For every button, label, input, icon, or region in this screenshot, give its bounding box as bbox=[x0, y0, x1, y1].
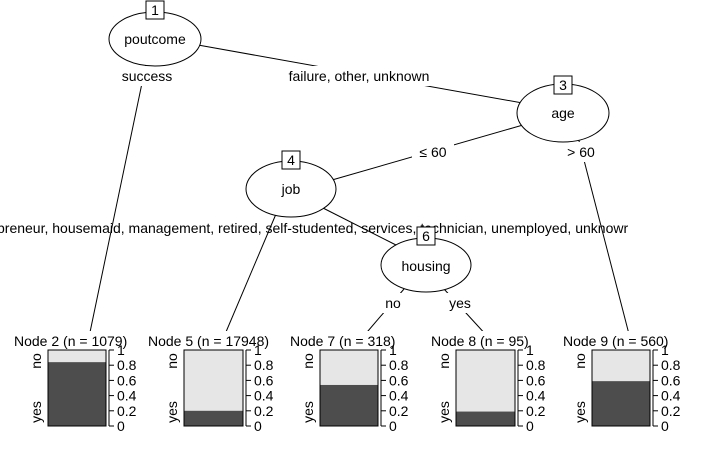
leaf-bar-frame bbox=[183, 349, 244, 427]
leaf-axis-tick-label: 0.2 bbox=[389, 403, 409, 419]
leaf-y-axis: 00.20.40.60.81 bbox=[652, 342, 681, 434]
edge-n4-leaf5 bbox=[222, 213, 277, 340]
leaf-axis-tick-label: 0.8 bbox=[661, 357, 681, 373]
leaf-title: Node 2 (n = 1079) bbox=[14, 333, 127, 349]
edge-label-housing-yes: yes bbox=[449, 295, 471, 311]
edge-label-housing-no: no bbox=[385, 295, 401, 311]
leaf-bar-yes bbox=[456, 411, 515, 426]
leaf-axis-tick-label: 1 bbox=[117, 342, 125, 358]
leaf-axis-tick-label: 0.8 bbox=[254, 357, 274, 373]
leaf-axis-tick-label: 0 bbox=[661, 418, 669, 434]
leaf-axis-tick-label: 1 bbox=[254, 342, 262, 358]
node-3: 3 age bbox=[516, 75, 610, 143]
leaf-node-8: Node 8 (n = 95) no yes 00.20.40.60.81 bbox=[431, 331, 546, 434]
node-4-label: job bbox=[281, 181, 301, 197]
node-1-label: poutcome bbox=[124, 31, 186, 47]
leaf-axis-tick-label: 0.6 bbox=[254, 372, 274, 388]
leaf-bar-yes bbox=[320, 384, 378, 426]
leaf-cat-no: no bbox=[572, 353, 588, 369]
node-1: 1 poutcome bbox=[108, 0, 202, 67]
node-4: 4 job bbox=[245, 150, 337, 218]
leaf-axis-tick-label: 0.8 bbox=[117, 357, 137, 373]
leaf-bar-frame bbox=[47, 349, 107, 427]
leaf-cat-no: no bbox=[28, 353, 44, 369]
node-1-id: 1 bbox=[151, 2, 159, 18]
leaf-axis-tick-label: 0.4 bbox=[389, 388, 409, 404]
leaf-axis-tick-label: 1 bbox=[389, 342, 397, 358]
leaf-axis-tick-label: 0.4 bbox=[117, 388, 137, 404]
leaf-axis-tick-label: 0.6 bbox=[117, 372, 137, 388]
leaf-axis-tick-label: 0.4 bbox=[661, 388, 681, 404]
leaf-node-2: Node 2 (n = 1079) no yes 00.20.40.60.81 bbox=[14, 331, 144, 434]
leaf-node-7: Node 7 (n = 318) no yes 00.20.40.60.81 bbox=[290, 331, 410, 434]
leaf-axis-tick-label: 0.2 bbox=[117, 403, 137, 419]
leaf-title: Node 9 (n = 560) bbox=[563, 333, 668, 349]
leaf-axis-tick-label: 0.2 bbox=[254, 403, 274, 419]
edge-labels: success failure, other, unknown ≤ 60 > 6… bbox=[114, 66, 602, 313]
leaf-axis-tick-label: 0 bbox=[117, 418, 125, 434]
leaf-cat-yes: yes bbox=[572, 401, 588, 423]
leaf-axis-tick-label: 0.2 bbox=[661, 403, 681, 419]
edge-label-failure-other-unknown: failure, other, unknown bbox=[289, 68, 430, 84]
leaf-axis-tick-label: 0.6 bbox=[526, 372, 546, 388]
leaf-title: Node 5 (n = 17948) bbox=[148, 333, 269, 349]
leaf-axis-tick-label: 1 bbox=[526, 342, 534, 358]
leaf-bar-frame bbox=[591, 349, 651, 427]
leaf-bar-yes bbox=[592, 381, 650, 426]
leaf-cat-no: no bbox=[300, 353, 316, 369]
leaf-y-axis: 00.20.40.60.81 bbox=[517, 342, 546, 434]
leaf-title: Node 8 (n = 95) bbox=[431, 333, 529, 349]
leaf-bar-frame bbox=[319, 349, 379, 427]
leaf-axis-tick-label: 0.4 bbox=[526, 388, 546, 404]
leaf-axis-tick-label: 0 bbox=[254, 418, 262, 434]
edge-n4-n6 bbox=[322, 207, 399, 247]
leaf-node-5: Node 5 (n = 17948) no yes 00.20.40.60.81 bbox=[148, 331, 282, 434]
leaf-axis-tick-label: 1 bbox=[661, 342, 669, 358]
edge-label-job-split: preneur, housemaid, management, retired,… bbox=[0, 220, 628, 236]
leaf-cat-no: no bbox=[164, 353, 180, 369]
leaf-cat-no: no bbox=[436, 353, 452, 369]
leaf-axis-tick-label: 0.8 bbox=[389, 357, 409, 373]
edge-n1-leaf2 bbox=[88, 63, 147, 338]
edge-label-success: success bbox=[122, 68, 173, 84]
node-6-id: 6 bbox=[422, 228, 430, 244]
node-6-label: housing bbox=[401, 258, 450, 274]
edge-label-age-le-60: ≤ 60 bbox=[419, 144, 446, 160]
node-3-label: age bbox=[551, 105, 575, 121]
leaf-axis-tick-label: 0.2 bbox=[526, 403, 546, 419]
leaf-axis-tick-label: 0 bbox=[389, 418, 397, 434]
leaf-y-axis: 00.20.40.60.81 bbox=[245, 342, 274, 434]
node-3-id: 3 bbox=[559, 77, 567, 93]
leaf-axis-tick-label: 0.6 bbox=[661, 372, 681, 388]
leaf-title: Node 7 (n = 318) bbox=[290, 333, 395, 349]
leaf-y-axis: 00.20.40.60.81 bbox=[108, 342, 137, 434]
leaf-axis-tick-label: 0 bbox=[526, 418, 534, 434]
node-4-id: 4 bbox=[287, 152, 295, 168]
leaf-node-9: Node 9 (n = 560) no yes 00.20.40.60.81 bbox=[563, 331, 685, 434]
edge-label-age-gt-60: > 60 bbox=[567, 144, 595, 160]
leaf-y-axis: 00.20.40.60.81 bbox=[380, 342, 409, 434]
node-6: 6 housing bbox=[380, 226, 472, 293]
leaf-cat-yes: yes bbox=[28, 401, 44, 423]
leaf-cat-yes: yes bbox=[436, 401, 452, 423]
leaf-bar-yes bbox=[48, 362, 106, 426]
leaf-axis-tick-label: 0.6 bbox=[389, 372, 409, 388]
leaf-axis-tick-label: 0.4 bbox=[254, 388, 274, 404]
leaf-axis-tick-label: 0.8 bbox=[526, 357, 546, 373]
leaf-cat-yes: yes bbox=[164, 401, 180, 423]
edge-n3-leaf9 bbox=[577, 136, 631, 339]
leaf-cat-yes: yes bbox=[300, 401, 316, 423]
leaf-bar-frame bbox=[455, 349, 516, 427]
leaf-bar-yes bbox=[184, 410, 243, 426]
